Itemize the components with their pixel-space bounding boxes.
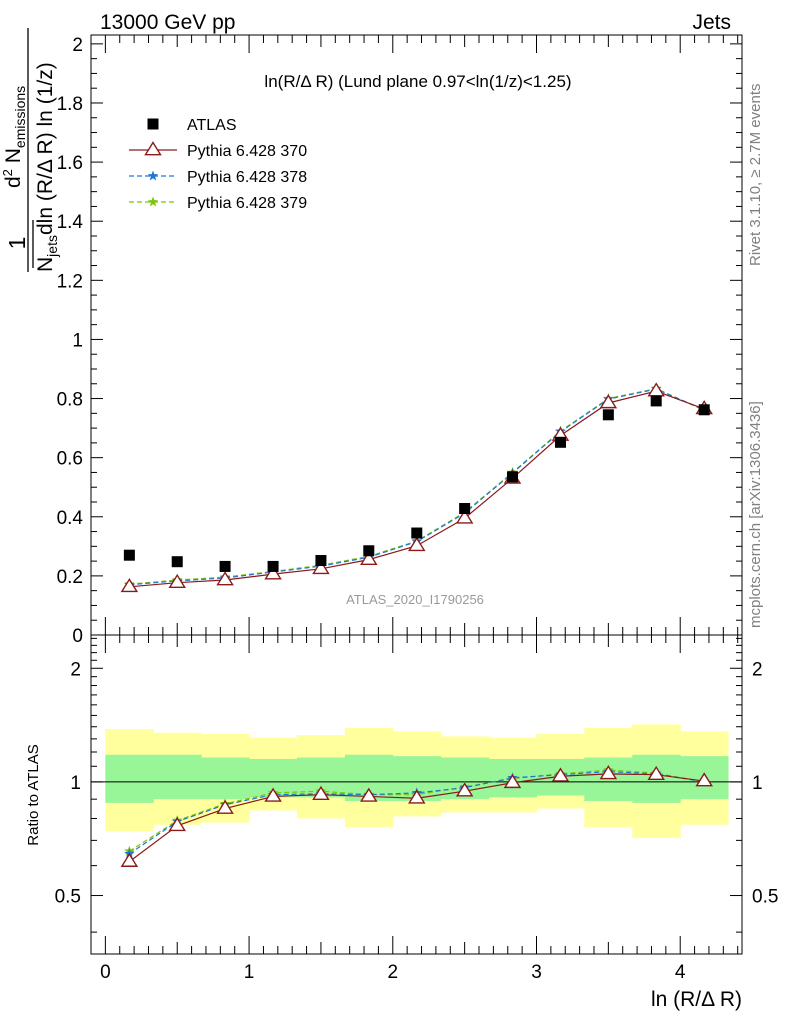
- svg-text:1: 1: [4, 237, 30, 250]
- ratio-point-pythia-6.428-370: [503, 773, 522, 789]
- mcplots-label: mcplots.cern.ch [arXiv:1306.3436]: [747, 401, 764, 628]
- point-atlas: [315, 555, 327, 567]
- main-plot-panel: 0 0.2 0.4 0.6 0.8 1 1.2 1.4 1.6 1.8 2 ln(R/Δ R) (L…: [57, 34, 743, 647]
- header-energy-label: 13000 GeV pp: [100, 11, 235, 34]
- ratio-y-tick-label: 0.5: [752, 887, 778, 908]
- y-tick-label: 0: [72, 626, 83, 647]
- ratio-point-pythia-6.428-370: [216, 799, 234, 814]
- point-atlas: [506, 471, 518, 483]
- y-tick-label: 0.8: [57, 390, 83, 411]
- ratio-point-pythia-6.428-370: [695, 772, 713, 787]
- ratio-plot-frame: [90, 634, 743, 955]
- legend: ATLAS Pythia 6.428 370 Pythia 6.428 378 Pyt…: [129, 117, 307, 212]
- y-tick-label: 1.6: [57, 153, 83, 174]
- point-atlas: [363, 545, 375, 557]
- x-tick-label: 0: [100, 962, 111, 983]
- point-pythia-6.428-370: [264, 565, 282, 580]
- ratio-point-pythia-6.428-370: [455, 782, 474, 797]
- ratio-point-pythia-6.428-370: [647, 765, 665, 781]
- point-atlas: [123, 549, 135, 561]
- ratio-point-pythia-6.428-370: [168, 816, 186, 832]
- svg-text:Njetsdln (R/Δ R) ln (1/z): Njetsdln (R/Δ R) ln (1/z): [34, 62, 60, 272]
- ratio-point-pythia-6.428-370: [408, 789, 426, 804]
- y-tick-label: 1.8: [57, 94, 83, 115]
- ratio-point-pythia-6.428-370: [312, 785, 330, 801]
- legend-marker: [147, 196, 159, 207]
- series-line-pythia-6.428-379: [129, 387, 705, 585]
- point-atlas: [219, 560, 231, 572]
- point-pythia-6.428-370: [647, 382, 665, 397]
- point-pythia-6.428-370: [599, 394, 618, 409]
- rivet-version-label: Rivet 3.1.10, ≥ 2.7M events: [747, 84, 764, 267]
- point-atlas: [171, 556, 183, 568]
- point-atlas: [411, 527, 423, 539]
- main-y-axis-label: 1 Njetsdln (R/Δ R) ln (1/z) d2 Nemission…: [0, 28, 60, 272]
- y-tick-label: 1.4: [57, 212, 84, 233]
- y-tick-label: 0.4: [57, 508, 84, 529]
- y-tick-label: 2: [72, 35, 83, 56]
- ratio-point-pythia-6.428-370: [360, 787, 378, 802]
- legend-marker: [147, 170, 159, 181]
- legend-label: Pythia 6.428 379: [187, 195, 307, 212]
- point-atlas: [267, 560, 279, 572]
- series-line-pythia-6.428-378: [129, 388, 705, 586]
- ratio-band-inner: [201, 757, 250, 800]
- svg-text:d2 Nemissions: d2 Nemissions: [0, 86, 28, 188]
- ratio-plot-panel: 0.5 0.5 1 1 2 2 0 1 2 3 4: [55, 634, 778, 983]
- ratio-y-tick-label: 0.5: [55, 887, 81, 908]
- x-tick-label: 2: [387, 962, 398, 983]
- legend-marker: [147, 118, 159, 130]
- ratio-point-pythia-6.428-370: [551, 767, 570, 782]
- ratio-point-pythia-6.428-370: [599, 765, 618, 780]
- point-pythia-6.428-370: [455, 509, 474, 524]
- ratio-point-pythia-6.428-370: [120, 852, 139, 867]
- point-pythia-6.428-370: [360, 550, 378, 565]
- legend-label: ATLAS: [187, 117, 237, 134]
- y-tick-label: 1: [72, 330, 83, 351]
- watermark-label: ATLAS_2020_I1790256: [346, 592, 484, 607]
- y-tick-label: 0.6: [57, 449, 83, 470]
- header-jets-label: Jets: [692, 11, 731, 34]
- point-pythia-6.428-370: [312, 559, 330, 575]
- point-atlas: [554, 436, 566, 448]
- legend-marker: [144, 141, 162, 156]
- ratio-y-tick-label: 1: [70, 773, 81, 794]
- point-atlas: [459, 502, 471, 514]
- ratio-band-inner: [584, 757, 633, 802]
- ratio-point-pythia-6.428-370: [264, 787, 282, 802]
- point-pythia-6.428-370: [120, 577, 139, 593]
- point-pythia-6.428-370: [408, 536, 426, 552]
- x-tick-label: 1: [244, 962, 255, 983]
- point-pythia-6.428-370: [168, 573, 186, 589]
- point-pythia-6.428-370: [216, 571, 234, 586]
- y-tick-label: 1.2: [57, 271, 83, 292]
- legend-label: Pythia 6.428 378: [187, 169, 307, 186]
- point-atlas: [650, 395, 662, 407]
- ratio-y-tick-label: 1: [752, 773, 763, 794]
- legend-label: Pythia 6.428 370: [187, 143, 307, 160]
- ratio-y-tick-label: 2: [752, 659, 763, 680]
- series-line-pythia-6.428-370: [129, 390, 705, 588]
- main-plot-title: ln(R/Δ R) (Lund plane 0.97<ln(1/z)<1.25): [264, 72, 571, 91]
- ratio-y-axis-label: Ratio to ATLAS: [25, 744, 42, 845]
- y-tick-label: 0.2: [57, 567, 83, 588]
- point-atlas: [602, 409, 614, 421]
- ratio-band-inner: [105, 754, 154, 803]
- point-atlas: [698, 404, 710, 416]
- x-tick-label: 3: [531, 962, 542, 983]
- x-axis-label: ln (R/Δ R): [651, 988, 742, 1011]
- x-tick-label: 4: [675, 962, 686, 983]
- ratio-band-inner: [153, 754, 202, 800]
- ratio-y-tick-label: 2: [70, 659, 81, 680]
